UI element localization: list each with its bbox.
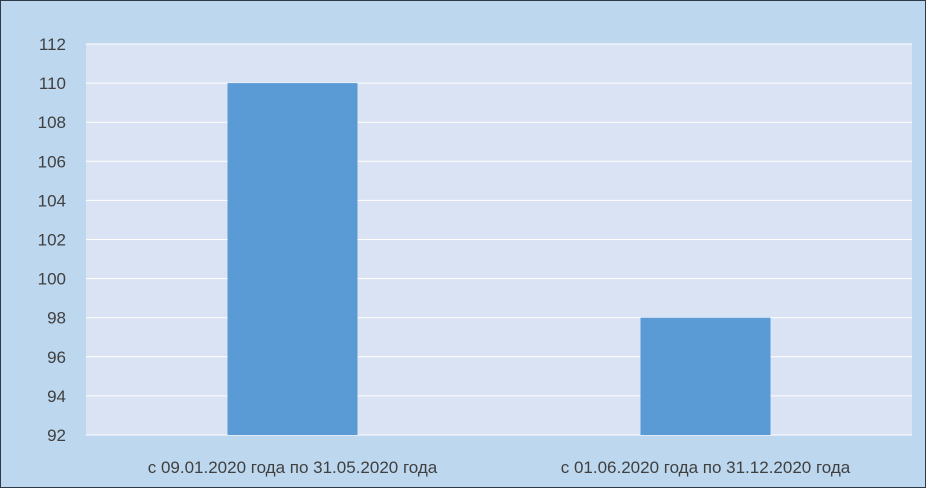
y-tick-label: 94	[47, 387, 66, 406]
x-axis-categories: с 09.01.2020 года по 31.05.2020 года с 01…	[148, 458, 851, 477]
x-category-label: с 01.06.2020 года по 31.12.2020 года	[561, 458, 851, 477]
y-axis-ticks: 92 94 96 98 100 102 104 106 108 110 112	[38, 35, 66, 445]
x-category-label: с 09.01.2020 года по 31.05.2020 года	[148, 458, 438, 477]
y-tick-label: 112	[39, 35, 66, 54]
y-tick-label: 108	[38, 113, 66, 132]
y-tick-label: 106	[38, 152, 66, 171]
y-tick-label: 102	[38, 231, 66, 250]
y-tick-label: 92	[47, 426, 66, 445]
y-tick-label: 110	[39, 74, 66, 93]
gridlines	[86, 43, 912, 436]
bars	[227, 83, 771, 435]
y-tick-label: 98	[47, 309, 66, 328]
bar	[640, 317, 771, 435]
bar	[227, 83, 358, 435]
y-tick-label: 100	[38, 270, 66, 289]
y-tick-label: 104	[38, 191, 66, 210]
y-tick-label: 96	[47, 348, 66, 367]
